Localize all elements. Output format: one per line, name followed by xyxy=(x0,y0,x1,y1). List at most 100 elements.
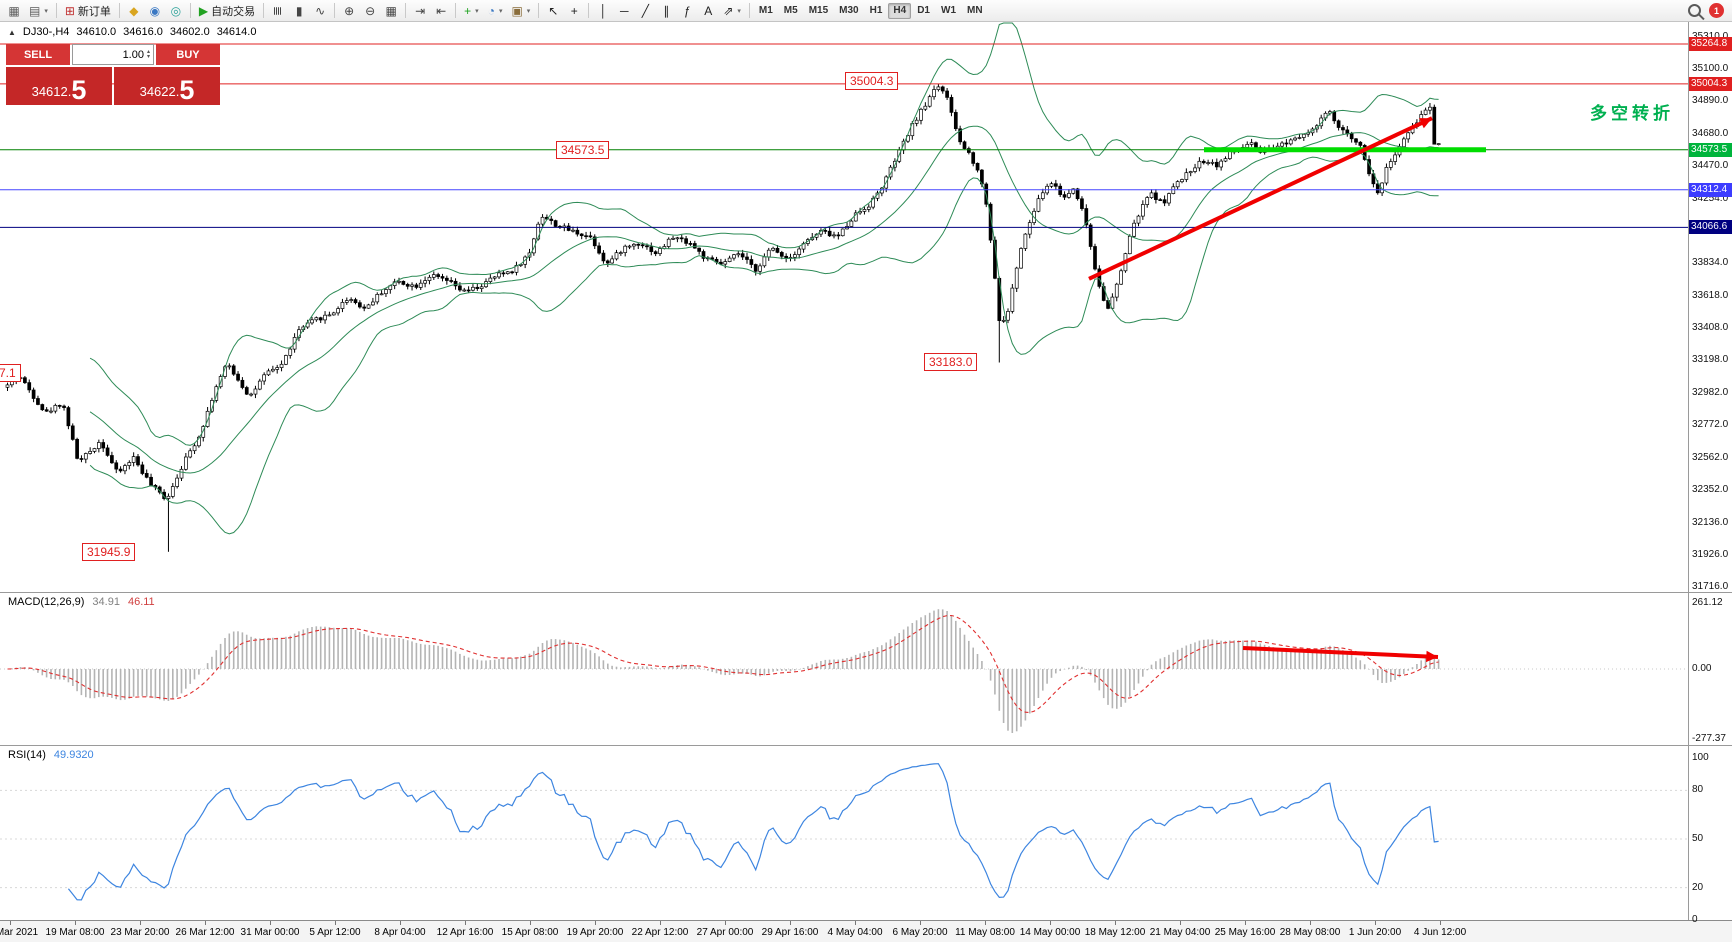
timeframe-m15-button[interactable]: M15 xyxy=(808,5,829,16)
price-annotation-label[interactable]: 31945.9 xyxy=(82,543,136,561)
macd-trend-arrow[interactable] xyxy=(1242,646,1439,663)
notification-badge[interactable]: 1 xyxy=(1709,3,1724,18)
time-axis-tick xyxy=(530,921,531,925)
autotrade-button[interactable]: ▶ 自动交易 xyxy=(195,2,259,20)
caret-down-icon: ▾ xyxy=(475,7,479,15)
new-order-button-label: 新订单 xyxy=(77,5,111,18)
price-level-badge: 35004.3 xyxy=(1689,76,1732,91)
line-chart-icon[interactable]: ∿ xyxy=(310,2,330,20)
spinner-down-icon[interactable]: ▾ xyxy=(146,53,150,60)
rsi-axis-label: 0 xyxy=(1692,914,1698,925)
volume-spinner[interactable]: ▴ ▾ xyxy=(146,49,150,60)
search-icon[interactable] xyxy=(1688,4,1701,17)
price-annotation-label[interactable]: 33183.0 xyxy=(924,353,978,371)
price-axis-tick: 35100.0 xyxy=(1692,63,1729,75)
time-axis-label: 29 Apr 16:00 xyxy=(761,927,819,938)
timeframe-m5-button[interactable]: M5 xyxy=(783,5,798,16)
toolbar: ▦ ▤ ▾ ⊞ 新订单 ◆ ◉ ◎ ▶ 自动交易 ≣ ▮ ∿ ⊕ ⊖ ▦ ⇥ ⇤ + ▾ ◔ ▾ ▣ ▾ ↖ + │ ─ ╱ ∥ ƒ A ⇗ ▾ M… xyxy=(0,0,1732,22)
macd-indicator xyxy=(0,609,1688,733)
expand-triangle-icon[interactable]: ▲ xyxy=(8,27,16,37)
bars-chart-icon: ≣ xyxy=(271,5,286,16)
volume-input[interactable]: 1.00 ▴ ▾ xyxy=(72,44,154,65)
zoom-in-icon[interactable]: ⊕ xyxy=(339,2,359,20)
trendline-icon: ╱ xyxy=(641,3,649,18)
time-axis-label: 4 May 04:00 xyxy=(827,927,883,938)
new-order-button[interactable]: ⊞ 新订单 xyxy=(61,2,115,20)
fibonacci-icon[interactable]: ƒ xyxy=(677,2,697,20)
buy-price[interactable]: 34622. 5 xyxy=(114,67,220,105)
price-axis-tick: 33198.0 xyxy=(1692,354,1729,366)
time-axis-label: 28 May 08:00 xyxy=(1279,927,1341,938)
time-axis-label: 19 Apr 20:00 xyxy=(566,927,624,938)
candles-chart-icon[interactable]: ▮ xyxy=(289,2,309,20)
buy-button[interactable]: BUY xyxy=(156,44,220,65)
chart-shift-icon[interactable]: ⇤ xyxy=(431,2,451,20)
toolbar-separator xyxy=(334,3,336,18)
price-annotation-label[interactable]: 7.1 xyxy=(0,364,21,382)
time-axis[interactable]: 16 Mar 2021 19 Mar 08:00 23 Mar 20:00 26 Ma… xyxy=(0,920,1732,942)
templates-icon[interactable]: ▣ ▾ xyxy=(507,2,534,20)
auto-scroll-icon[interactable]: ⇥ xyxy=(410,2,430,20)
timeframe-h1-button[interactable]: H1 xyxy=(869,5,883,16)
time-axis-label: 23 Mar 20:00 xyxy=(110,927,170,938)
bull-bear-turning-note[interactable]: 多空转折 xyxy=(1588,99,1676,124)
trendline-icon[interactable]: ╱ xyxy=(635,2,655,20)
sell-price[interactable]: 34612. 5 xyxy=(6,67,112,105)
time-axis-tick xyxy=(920,921,921,925)
add-indicator-icon[interactable]: + ▾ xyxy=(460,2,483,20)
time-axis-tick xyxy=(270,921,271,925)
caret-down-icon: ▾ xyxy=(498,7,503,15)
new-order-icon: ⊞ xyxy=(64,3,75,18)
timeframe-w1-button[interactable]: W1 xyxy=(941,5,956,16)
macd-axis-label: 261.12 xyxy=(1692,596,1723,608)
timeframe-d1-button[interactable]: D1 xyxy=(917,5,930,16)
price-annotation-label[interactable]: 35004.3 xyxy=(845,72,899,90)
bars-chart-icon[interactable]: ≣ xyxy=(268,2,288,20)
time-axis-label: 16 Mar 2021 xyxy=(0,927,39,938)
time-axis-tick xyxy=(400,921,401,925)
new-chart-icon[interactable]: ▦ xyxy=(4,2,24,20)
price-axis-tick: 34890.0 xyxy=(1692,95,1729,107)
timeframes-icon: ◔ xyxy=(487,3,495,18)
timeframe-m30-button[interactable]: M30 xyxy=(839,5,859,16)
caret-down-icon: ▾ xyxy=(737,7,741,15)
time-axis-tick xyxy=(790,921,791,925)
arrows-icon[interactable]: ⇗ ▾ xyxy=(719,2,745,20)
channel-icon[interactable]: ∥ xyxy=(656,2,676,20)
rsi-value: 49.9320 xyxy=(53,749,94,761)
zoom-out-icon[interactable]: ⊖ xyxy=(360,2,380,20)
timeframes-icon[interactable]: ◔ ▾ xyxy=(484,2,507,20)
chart-profiles-icon[interactable]: ▤ ▾ xyxy=(25,2,52,20)
time-axis-label: 15 Apr 08:00 xyxy=(501,927,559,938)
text-icon[interactable]: A xyxy=(698,2,718,20)
timeframe-h4-button[interactable]: H4 xyxy=(888,2,912,19)
trend-arrow[interactable] xyxy=(1088,116,1433,281)
price-axis-tick: 34470.0 xyxy=(1692,159,1729,171)
add-indicator-icon: + xyxy=(464,3,472,18)
price-annotation-label[interactable]: 34573.5 xyxy=(556,141,610,159)
timeframe-mn-button[interactable]: MN xyxy=(967,5,983,16)
vertical-line-icon[interactable]: │ xyxy=(593,2,613,20)
crosshair-icon[interactable]: + xyxy=(564,2,584,20)
horizontal-line-icon[interactable]: ─ xyxy=(614,2,634,20)
time-axis-label: 6 May 20:00 xyxy=(892,927,948,938)
cursor-icon[interactable]: ↖ xyxy=(543,2,563,20)
sell-button[interactable]: SELL xyxy=(6,44,70,65)
favorites-icon[interactable]: ◆ xyxy=(124,2,144,20)
toolbar-separator xyxy=(405,3,407,18)
rsi-title-text: RSI(14) xyxy=(8,749,46,761)
macd-axis-label: -277.37 xyxy=(1692,733,1726,745)
high-value: 34616.0 xyxy=(123,26,163,38)
rsi-axis-label: 80 xyxy=(1692,784,1704,796)
arrows-icon: ⇗ xyxy=(723,3,734,18)
market-watch-icon[interactable]: ◉ xyxy=(145,2,165,20)
navigator-icon[interactable]: ◎ xyxy=(166,2,186,20)
candles-chart-icon: ▮ xyxy=(295,3,303,18)
timeframe-m1-button[interactable]: M1 xyxy=(758,5,773,16)
time-axis-tick xyxy=(1180,921,1181,925)
open-value: 34610.0 xyxy=(76,26,117,38)
toolbar-separator xyxy=(189,3,191,18)
tile-windows-icon[interactable]: ▦ xyxy=(381,2,401,20)
